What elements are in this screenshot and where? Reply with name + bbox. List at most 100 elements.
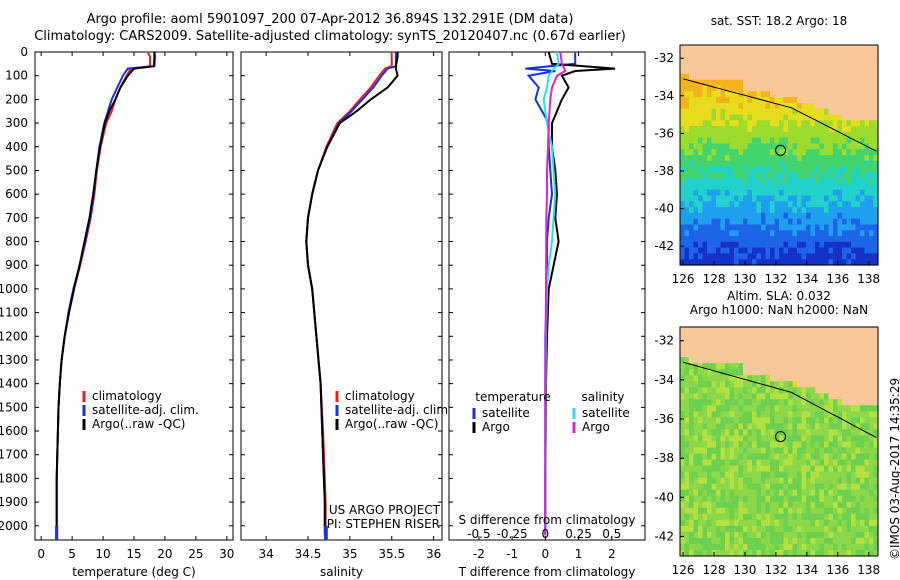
map-cell bbox=[716, 241, 722, 249]
map-cell bbox=[725, 183, 731, 191]
map-x-tick-label: 138 bbox=[857, 272, 880, 286]
map-cell bbox=[756, 387, 762, 394]
map-cell bbox=[792, 236, 798, 243]
map-cell bbox=[801, 453, 807, 461]
map-cell bbox=[869, 195, 875, 202]
map-cell bbox=[720, 68, 726, 75]
map-cell bbox=[869, 120, 875, 127]
map-cell bbox=[788, 137, 794, 144]
map-cell bbox=[797, 126, 803, 133]
map-cell bbox=[783, 212, 789, 220]
map-cell bbox=[770, 259, 776, 266]
map-cell bbox=[833, 387, 839, 394]
map-cell bbox=[806, 79, 812, 87]
map-cell bbox=[707, 519, 713, 527]
map-cell bbox=[770, 333, 776, 340]
map-cell bbox=[693, 417, 699, 424]
map-cell bbox=[729, 363, 735, 370]
map-cell bbox=[873, 399, 879, 406]
map-cell bbox=[855, 387, 861, 394]
map-cell bbox=[797, 525, 803, 533]
map-cell bbox=[716, 501, 722, 509]
map-cell bbox=[842, 381, 848, 388]
map-cell bbox=[828, 411, 834, 418]
map-cell bbox=[869, 351, 875, 358]
map-cell bbox=[725, 453, 731, 461]
map-cell bbox=[702, 393, 708, 400]
map-cell bbox=[864, 465, 870, 473]
map-cell bbox=[783, 453, 789, 461]
map-cell bbox=[711, 345, 717, 352]
map-cell bbox=[752, 114, 758, 121]
map-cell bbox=[752, 212, 758, 220]
map-cell bbox=[707, 333, 713, 340]
map-cell bbox=[698, 531, 704, 539]
map-cell bbox=[738, 351, 744, 358]
map-cell bbox=[743, 183, 749, 191]
map-y-tick-label: -36 bbox=[654, 412, 674, 426]
map-cell bbox=[846, 471, 852, 479]
map-cell bbox=[869, 230, 875, 237]
map-cell bbox=[720, 50, 726, 58]
map-cell bbox=[783, 550, 789, 557]
map-cell bbox=[770, 351, 776, 358]
map-cell bbox=[792, 230, 798, 237]
map-cell bbox=[864, 207, 870, 214]
map-cell bbox=[797, 477, 803, 485]
map-cell bbox=[774, 405, 780, 412]
map-cell bbox=[680, 501, 686, 509]
map-cell bbox=[873, 519, 879, 527]
map-cell bbox=[747, 405, 753, 412]
map-cell bbox=[693, 68, 699, 75]
map-cell bbox=[801, 495, 807, 503]
map-cell bbox=[864, 79, 870, 87]
map-cell bbox=[819, 531, 825, 539]
map-cell bbox=[693, 381, 699, 388]
map-cell bbox=[833, 423, 839, 430]
map-cell bbox=[810, 333, 816, 340]
map-cell bbox=[738, 149, 744, 156]
map-cell bbox=[810, 160, 816, 168]
map-cell bbox=[774, 411, 780, 418]
map-cell bbox=[837, 50, 843, 58]
map-cell bbox=[815, 465, 821, 473]
map-cell bbox=[680, 405, 686, 412]
map-cell bbox=[765, 166, 771, 173]
map-cell bbox=[864, 375, 870, 382]
map-cell bbox=[824, 79, 830, 87]
map-cell bbox=[801, 259, 807, 266]
map-cell bbox=[774, 120, 780, 127]
map-cell bbox=[711, 241, 717, 249]
map-cell bbox=[788, 483, 794, 491]
map-cell bbox=[815, 218, 821, 226]
map-cell bbox=[851, 423, 857, 430]
map-cell bbox=[765, 381, 771, 388]
map-cell bbox=[707, 120, 713, 127]
map-cell bbox=[851, 513, 857, 521]
map-cell bbox=[792, 126, 798, 133]
map-cell bbox=[756, 253, 762, 260]
map-cell bbox=[837, 85, 843, 92]
map-cell bbox=[738, 471, 744, 479]
map-cell bbox=[779, 131, 785, 139]
map-cell bbox=[752, 172, 758, 179]
map-cell bbox=[684, 447, 690, 455]
map-cell bbox=[864, 339, 870, 346]
map-cell bbox=[869, 387, 875, 394]
map-cell bbox=[833, 411, 839, 418]
map-cell bbox=[743, 155, 749, 162]
map-cell bbox=[819, 85, 825, 92]
map-cell bbox=[797, 513, 803, 521]
map-cell bbox=[851, 160, 857, 168]
map-cell bbox=[774, 50, 780, 58]
timestamp-stamp: ©IMOS 03-Aug-2017 14:35:29 bbox=[888, 377, 900, 560]
map-cell bbox=[725, 79, 731, 87]
map-cell bbox=[819, 333, 825, 340]
map-cell bbox=[720, 201, 726, 208]
map-cell bbox=[837, 550, 843, 557]
map-cell bbox=[873, 381, 879, 388]
map-cell bbox=[810, 417, 816, 424]
map-cell bbox=[806, 183, 812, 191]
map-cell bbox=[864, 247, 870, 254]
map-cell bbox=[693, 495, 699, 503]
